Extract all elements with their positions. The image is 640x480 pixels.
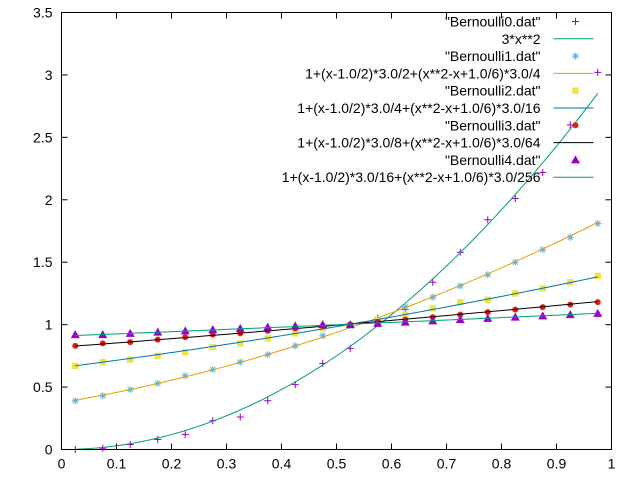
y-tick-label: 1 xyxy=(45,317,53,333)
legend-label-9: 1+(x-1.0/2)*3.0/16+(x**2-x+1.0/6)*3.0/25… xyxy=(282,169,541,185)
data-point-2 xyxy=(539,246,547,254)
series-line-9 xyxy=(75,312,598,337)
plot-area xyxy=(70,68,603,453)
legend-swatch-6 xyxy=(572,122,579,129)
legend-swatch-2 xyxy=(572,52,579,60)
legend-label-3: 1+(x-1.0/2)*3.0/2+(x**2-x+1.0/6)*3.0/4 xyxy=(305,65,541,81)
data-point-0 xyxy=(264,397,272,405)
x-tick-label: 0.1 xyxy=(107,456,127,472)
y-tick-label: 1.5 xyxy=(33,254,53,270)
series-line-5 xyxy=(75,276,598,367)
legend-label-1: 3*x**2 xyxy=(502,31,541,47)
data-point-0 xyxy=(99,444,107,452)
x-tick-label: 0 xyxy=(58,456,66,472)
x-tick-label: 0.5 xyxy=(327,456,347,472)
data-point-8 xyxy=(290,321,300,330)
legend-swatch-8 xyxy=(571,155,580,164)
data-point-4 xyxy=(594,272,601,280)
y-tick-label: 0 xyxy=(45,442,53,458)
legend: "Bernoulli0.dat"3*x**2"Bernoulli1.dat"1+… xyxy=(282,14,594,185)
data-point-0 xyxy=(511,195,519,203)
series-line-1 xyxy=(75,93,599,450)
axes: 0 0.1 0.2 0.3 0.4 0.5 0.6 0.7 0.8 0.9 1 0 0.5 1 1.5 2 2.… xyxy=(33,5,616,472)
data-point-4 xyxy=(154,352,161,360)
data-point-6 xyxy=(594,299,601,306)
x-tick-label: 0.4 xyxy=(272,456,292,472)
data-point-8 xyxy=(153,327,163,336)
data-point-0 xyxy=(181,431,189,439)
x-tick-label: 0.9 xyxy=(547,456,567,472)
data-point-8 xyxy=(263,322,273,331)
data-point-0 xyxy=(154,436,162,444)
x-tick-label: 0.7 xyxy=(437,456,457,472)
data-point-0 xyxy=(539,168,547,176)
x-tick-label: 1 xyxy=(608,456,616,472)
y-tick-label: 0.5 xyxy=(33,379,53,395)
data-point-4 xyxy=(127,356,134,363)
plot-border xyxy=(61,12,612,450)
y-tick-label: 2 xyxy=(45,192,53,208)
x-tick-label: 0.8 xyxy=(492,456,512,472)
data-point-8 xyxy=(208,325,218,334)
data-point-2 xyxy=(181,372,189,380)
data-point-0 xyxy=(236,413,244,421)
x-tick-label: 0.2 xyxy=(162,456,182,472)
data-point-4 xyxy=(457,298,464,306)
data-point-4 xyxy=(182,348,189,356)
data-point-4 xyxy=(429,305,436,312)
series-line-3 xyxy=(75,221,598,401)
data-point-0 xyxy=(594,68,602,76)
data-point-2 xyxy=(594,220,602,228)
y-tick-label: 3.5 xyxy=(33,5,53,21)
data-point-6 xyxy=(99,340,106,347)
legend-label-8: "Bernoulli4.dat" xyxy=(445,152,541,168)
y-tick-label: 3 xyxy=(45,67,53,83)
data-point-8 xyxy=(593,308,603,317)
legend-label-0: "Bernoulli0.dat" xyxy=(445,14,541,30)
data-point-4 xyxy=(72,362,79,370)
x-tick-label: 0.6 xyxy=(382,456,402,472)
data-point-8 xyxy=(70,330,80,339)
data-point-8 xyxy=(318,320,328,329)
legend-label-5: 1+(x-1.0/2)*3.0/4+(x**2-x+1.0/6)*3.0/16 xyxy=(297,100,540,116)
x-tick-label: 0.3 xyxy=(217,456,237,472)
legend-swatch-0 xyxy=(572,18,579,25)
data-point-4 xyxy=(237,340,244,347)
data-point-8 xyxy=(235,323,245,332)
legend-label-2: "Bernoulli1.dat" xyxy=(445,48,541,64)
legend-swatch-4 xyxy=(572,87,579,94)
data-point-2 xyxy=(99,392,107,400)
y-tick-label: 2.5 xyxy=(33,129,53,145)
data-point-8 xyxy=(180,326,190,335)
data-point-2 xyxy=(319,332,327,340)
legend-label-4: "Bernoulli2.dat" xyxy=(445,83,541,99)
data-point-0 xyxy=(429,278,437,286)
legend-label-6: "Bernoulli3.dat" xyxy=(445,117,541,133)
data-point-2 xyxy=(484,271,492,279)
data-point-2 xyxy=(566,233,574,241)
data-point-2 xyxy=(71,397,79,405)
data-point-4 xyxy=(484,296,491,303)
data-point-0 xyxy=(484,216,492,224)
data-point-4 xyxy=(209,343,216,351)
legend-label-7: 1+(x-1.0/2)*3.0/8+(x**2-x+1.0/6)*3.0/64 xyxy=(297,135,540,151)
